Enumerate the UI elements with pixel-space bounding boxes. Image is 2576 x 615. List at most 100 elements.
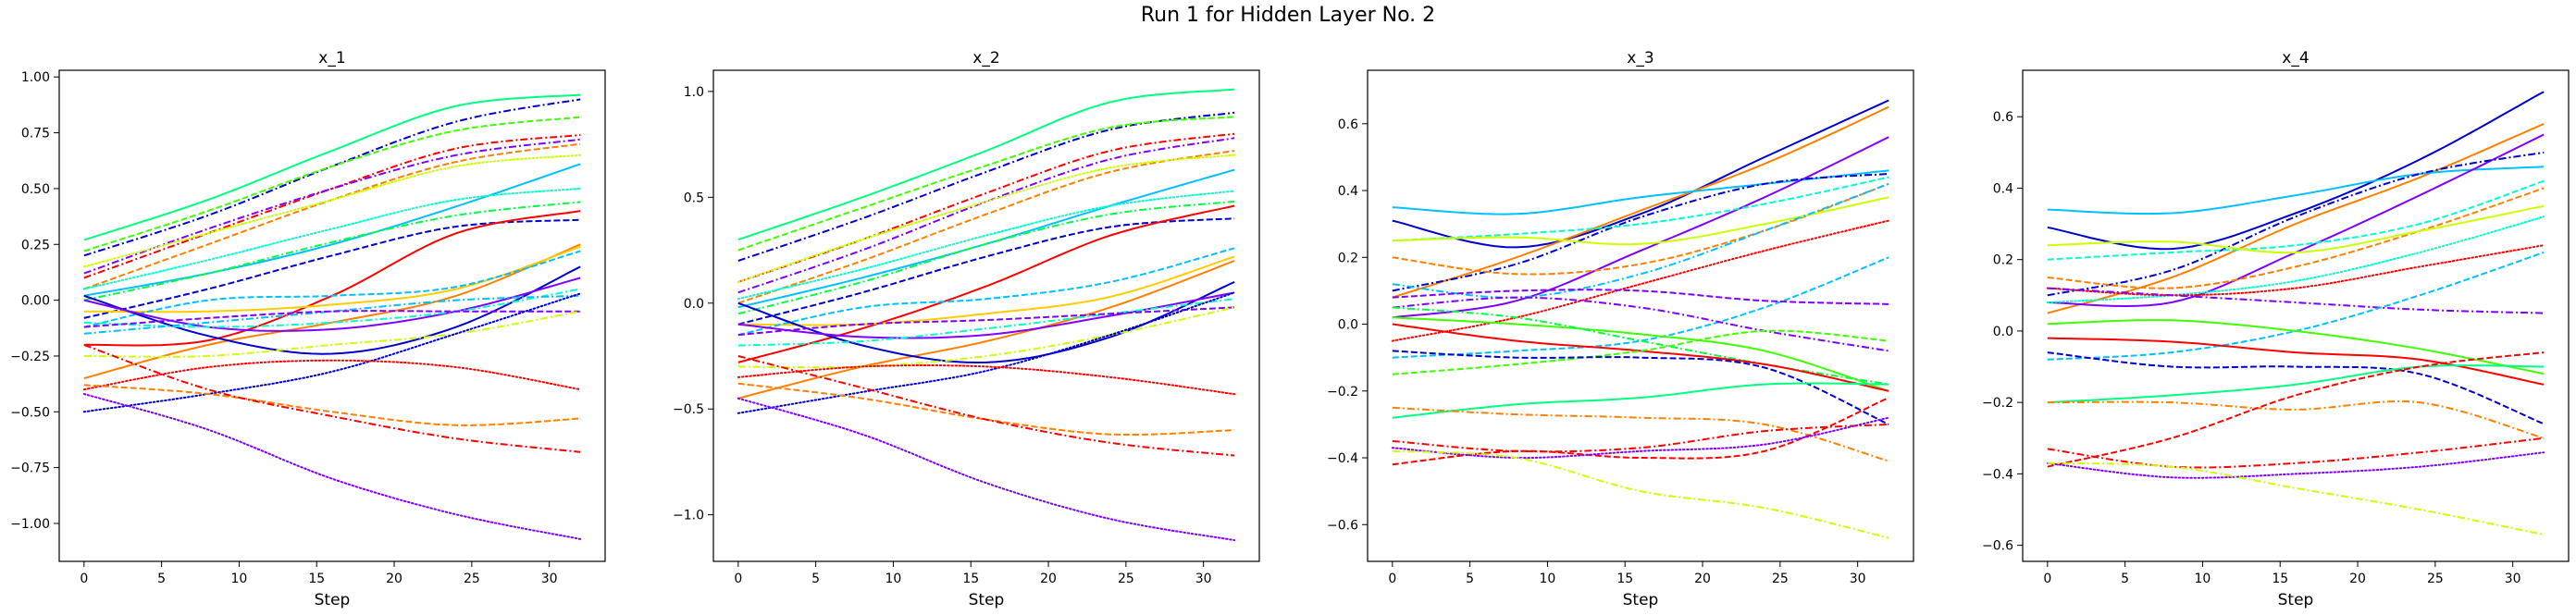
series-line-20 bbox=[83, 310, 581, 328]
series-line-12 bbox=[1392, 289, 1889, 305]
series-line-22 bbox=[82, 292, 582, 413]
x-tick-label: 0 bbox=[2043, 572, 2051, 586]
series-line-24 bbox=[737, 355, 1235, 457]
x-tick-label: 0 bbox=[734, 572, 742, 586]
series-line-17 bbox=[83, 277, 581, 332]
subplot-title: x_3 bbox=[1627, 49, 1653, 68]
series-line-14 bbox=[2047, 337, 2545, 386]
series-line-18 bbox=[2047, 351, 2545, 468]
x-tick-label: 0 bbox=[1388, 572, 1396, 586]
x-tick-label: 5 bbox=[811, 572, 820, 586]
x-axis-label: Step bbox=[969, 591, 1005, 609]
figure-suptitle: Run 1 for Hidden Layer No. 2 bbox=[1140, 4, 1436, 27]
series-line-1 bbox=[737, 88, 1235, 241]
series-line-16 bbox=[83, 265, 581, 355]
series-line-20 bbox=[737, 306, 1235, 369]
series-line-3 bbox=[737, 116, 1235, 252]
series-line-19 bbox=[83, 294, 581, 335]
x-tick-label: 30 bbox=[1195, 572, 1212, 586]
x-tick-label: 5 bbox=[2121, 572, 2129, 586]
series-line-11 bbox=[83, 218, 581, 319]
x-tick-label: 25 bbox=[464, 572, 480, 586]
axes-frame bbox=[712, 69, 1260, 562]
subplot-x_1: 0 5 10 15 20 25 30 −1.00 −0.75 −0.50 −0.25 0.00 0.25… bbox=[10, 49, 606, 609]
x-tick-label: 25 bbox=[2427, 572, 2444, 586]
subplot-title: x_2 bbox=[972, 49, 999, 68]
series-line-3 bbox=[83, 116, 581, 252]
series-line-25 bbox=[83, 343, 581, 453]
series-line-15 bbox=[83, 250, 581, 328]
series-line-17 bbox=[1392, 329, 1889, 375]
series-line-21 bbox=[737, 291, 1236, 414]
series-line-23 bbox=[1391, 416, 1890, 460]
subplot-x_2: 0 5 10 15 20 25 30 −1.0 −0.5 0.0 0.5 1.0 x_2 Step bbox=[673, 49, 1260, 609]
y-tick-label: −1.0 bbox=[673, 509, 704, 523]
x-tick-label: 30 bbox=[2505, 572, 2521, 586]
series-line-15 bbox=[2047, 351, 2545, 425]
series-group bbox=[2046, 91, 2545, 535]
y-tick-label: −0.5 bbox=[673, 402, 704, 417]
series-line-22 bbox=[737, 364, 1236, 396]
series-line-9 bbox=[1392, 182, 1889, 299]
x-tick-label: 25 bbox=[1772, 572, 1789, 586]
series-line-13 bbox=[737, 260, 1235, 400]
axes-frame bbox=[1367, 69, 1914, 562]
x-tick-label: 30 bbox=[541, 572, 558, 586]
series-line-5 bbox=[2047, 151, 2545, 297]
series-line-8 bbox=[2047, 204, 2545, 254]
series-line-21 bbox=[1392, 423, 1889, 453]
y-tick-label: 0.50 bbox=[21, 182, 50, 197]
y-tick-label: −0.4 bbox=[1982, 467, 2013, 482]
y-tick-label: −0.2 bbox=[1327, 385, 1358, 400]
x-tick-label: 10 bbox=[2195, 572, 2211, 586]
series-line-24 bbox=[1392, 449, 1889, 539]
series-line-1 bbox=[2047, 91, 2545, 251]
series-line-2 bbox=[2047, 122, 2545, 314]
series-line-19 bbox=[737, 306, 1235, 337]
series-line-13 bbox=[1392, 296, 1889, 352]
x-tick-label: 10 bbox=[1540, 572, 1556, 586]
y-tick-label: −0.25 bbox=[10, 350, 50, 364]
series-line-4 bbox=[83, 134, 581, 279]
y-tick-label: 0.4 bbox=[1993, 181, 2013, 196]
y-tick-label: 0.0 bbox=[684, 297, 704, 312]
series-line-7 bbox=[737, 154, 1236, 283]
series-line-7 bbox=[2047, 187, 2545, 289]
series-line-4 bbox=[737, 132, 1235, 283]
series-line-2 bbox=[737, 111, 1235, 262]
series-line-24 bbox=[83, 384, 581, 426]
series-line-5 bbox=[1392, 173, 1889, 292]
y-tick-label: −0.75 bbox=[10, 461, 50, 476]
series-line-6 bbox=[737, 150, 1235, 304]
x-tick-label: 5 bbox=[157, 572, 166, 586]
series-line-23 bbox=[737, 382, 1235, 436]
series-line-19 bbox=[2047, 437, 2545, 469]
series-line-14 bbox=[737, 255, 1235, 326]
y-tick-label: 0.6 bbox=[1993, 110, 2013, 125]
series-line-3 bbox=[2047, 166, 2545, 215]
series-line-15 bbox=[1392, 306, 1889, 386]
series-line-8 bbox=[1392, 196, 1889, 246]
series-line-16 bbox=[1392, 323, 1889, 392]
series-line-14 bbox=[1392, 316, 1889, 392]
y-tick-label: 0.4 bbox=[1338, 184, 1358, 199]
y-tick-label: 1.00 bbox=[21, 70, 50, 85]
series-line-11 bbox=[2047, 287, 2545, 314]
series-line-11 bbox=[737, 217, 1235, 326]
series-line-2 bbox=[83, 98, 581, 257]
y-tick-label: −1.00 bbox=[10, 517, 50, 532]
y-tick-label: 0.75 bbox=[21, 127, 50, 141]
x-tick-label: 15 bbox=[2272, 572, 2288, 586]
series-line-1 bbox=[83, 93, 581, 241]
series-line-4 bbox=[1392, 136, 1889, 319]
series-line-7 bbox=[82, 154, 582, 268]
series-line-10 bbox=[737, 200, 1235, 315]
series-line-6 bbox=[2047, 179, 2545, 261]
series-line-15 bbox=[737, 247, 1235, 337]
x-tick-label: 5 bbox=[1466, 572, 1474, 586]
y-tick-label: −0.2 bbox=[1982, 396, 2013, 411]
y-tick-label: −0.6 bbox=[1327, 518, 1358, 533]
y-tick-label: 0.00 bbox=[21, 294, 50, 309]
x-axis-label: Step bbox=[315, 591, 351, 609]
series-line-12 bbox=[737, 204, 1235, 363]
